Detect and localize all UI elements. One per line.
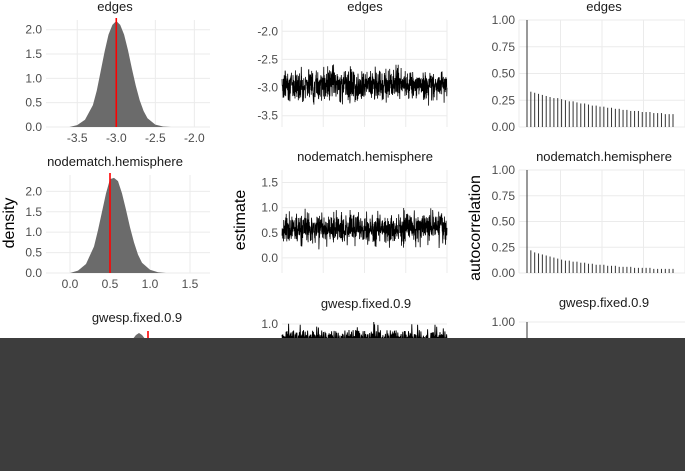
y-tick-label: 1.0 xyxy=(25,225,42,239)
nodematch-acf-panel: 0.00 0.25 0.50 0.75 1.00 xyxy=(492,163,685,280)
y-tick-label: 2.0 xyxy=(25,184,42,198)
edges-trace-panel: -3.5 -3.0 -2.5 -2.0 xyxy=(257,20,448,127)
y-tick-label: -3.0 xyxy=(257,81,278,95)
nodematch-density-panel: 0.0 0.5 1.0 1.5 0.0 0.5 1.0 1.5 2.0 xyxy=(25,173,210,291)
panel-title-nodematch-acf: nodematch.hemisphere xyxy=(536,149,672,164)
y-tick-label: 0.25 xyxy=(492,93,516,107)
panel-title-gwesp-density: gwesp.fixed.0.9 xyxy=(92,310,182,325)
y-tick-label: 1.5 xyxy=(25,205,42,219)
y-tick-label: 0.50 xyxy=(492,215,516,229)
y-tick-label: 0.0 xyxy=(261,251,278,265)
y-tick-label: 0.5 xyxy=(25,246,42,260)
y-tick-label: 0.5 xyxy=(261,226,278,240)
trace-line xyxy=(281,64,448,106)
y-axis-title-density: density xyxy=(1,198,18,249)
y-tick-label: 0.50 xyxy=(492,67,516,81)
y-tick-label: 1.00 xyxy=(492,315,516,329)
panel-title-gwesp-acf: gwesp.fixed.0.9 xyxy=(559,295,649,310)
gwesp-acf-panel: 1.00 xyxy=(492,315,685,340)
panel-title-gwesp-trace: gwesp.fixed.0.9 xyxy=(321,296,411,311)
y-tick-label: 0.0 xyxy=(25,120,42,134)
y-tick-label: 0.25 xyxy=(492,240,516,254)
y-tick-label: 0.0 xyxy=(25,266,42,280)
y-tick-label: 2.0 xyxy=(25,23,42,37)
y-tick-label: -2.0 xyxy=(257,24,278,38)
edges-acf-panel: 0.00 0.25 0.50 0.75 1.00 xyxy=(492,13,685,134)
y-tick-label: 1.0 xyxy=(261,201,278,215)
x-tick-label: 0.5 xyxy=(102,277,119,291)
panel-title-edges-acf: edges xyxy=(586,0,622,14)
y-tick-label: 0.00 xyxy=(492,266,516,280)
x-tick-label: -3.5 xyxy=(67,131,88,145)
panel-title-edges-trace: edges xyxy=(347,0,383,14)
nodematch-trace-panel: 0.0 0.5 1.0 1.5 xyxy=(261,170,448,273)
panel-title-edges-density: edges xyxy=(97,0,133,14)
x-tick-label: 1.5 xyxy=(182,277,199,291)
x-tick-label: 1.0 xyxy=(142,277,159,291)
y-tick-label: 1.0 xyxy=(25,71,42,85)
x-tick-label: 0.0 xyxy=(62,277,79,291)
dark-overlay xyxy=(0,338,685,471)
y-axis-title-estimate: estimate xyxy=(232,190,249,251)
trace-line xyxy=(281,207,448,250)
panel-title-nodematch-trace: nodematch.hemisphere xyxy=(297,149,433,164)
y-tick-label: 1.00 xyxy=(492,163,516,177)
edges-density-panel: -3.5 -3.0 -2.5 -2.0 0.0 0.5 1.0 1.5 2.0 xyxy=(25,18,210,145)
y-tick-label: -3.5 xyxy=(257,109,278,123)
panel-title-nodematch-density: nodematch.hemisphere xyxy=(47,154,183,169)
y-tick-label: 0.75 xyxy=(492,40,516,54)
density-area xyxy=(70,177,166,273)
x-tick-label: -2.5 xyxy=(145,131,166,145)
density-area xyxy=(69,21,171,127)
gwesp-trace-panel: 1.0 xyxy=(261,317,448,342)
y-tick-label: 0.75 xyxy=(492,189,516,203)
y-axis-title-autocorrelation: autocorrelation xyxy=(467,175,484,281)
x-tick-label: -3.0 xyxy=(106,131,127,145)
y-tick-label: -2.5 xyxy=(257,52,278,66)
y-tick-label: 0.00 xyxy=(492,120,516,134)
y-tick-label: 1.0 xyxy=(261,317,278,331)
y-tick-label: 1.5 xyxy=(25,47,42,61)
x-tick-label: -2.0 xyxy=(184,131,205,145)
y-tick-label: 1.00 xyxy=(492,13,516,27)
y-tick-label: 0.5 xyxy=(25,96,42,110)
y-tick-label: 1.5 xyxy=(261,176,278,190)
